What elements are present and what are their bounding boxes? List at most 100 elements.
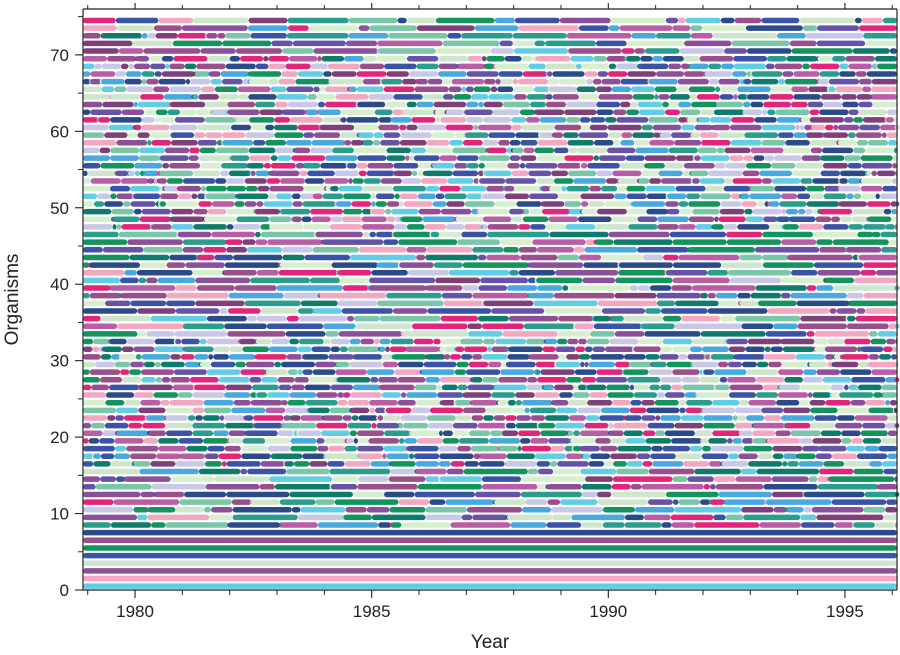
organism-segment	[286, 315, 299, 322]
organism-segment	[298, 338, 324, 345]
organism-segment	[774, 63, 803, 70]
organism-segment	[577, 216, 612, 222]
organism-segment	[464, 346, 488, 352]
organism-segment	[155, 109, 168, 115]
organism-segment	[783, 453, 798, 459]
organism-segment	[867, 140, 889, 146]
organism-segment	[219, 308, 229, 314]
organism-segment	[803, 506, 812, 513]
organism-segment	[593, 155, 600, 161]
organism-segment	[530, 224, 546, 230]
organism-segment	[211, 506, 233, 513]
organism-segment	[347, 315, 354, 322]
organism-segment	[570, 438, 596, 444]
organism-segment	[601, 254, 643, 261]
organism-segment	[93, 461, 111, 467]
organism-segment	[536, 277, 583, 284]
organism-segment	[153, 25, 182, 31]
organism-segment	[720, 86, 738, 93]
organism-segment	[110, 285, 176, 291]
organism-segment	[456, 361, 469, 368]
organism-segment	[677, 78, 709, 85]
organism-segment	[329, 468, 391, 475]
organism-segment	[374, 109, 393, 115]
organism-segment	[619, 25, 673, 31]
organism-segment	[274, 132, 304, 138]
organism-segment	[206, 33, 218, 39]
organism-segment	[694, 522, 760, 528]
organism-segment	[752, 208, 782, 215]
organism-segment	[573, 445, 581, 452]
organism-segment	[539, 132, 554, 138]
organism-segment	[580, 430, 610, 437]
organism-segment	[705, 354, 711, 360]
organism-segment	[626, 461, 643, 467]
organism-segment	[751, 71, 783, 77]
organism-segment	[672, 25, 691, 31]
organism-segment	[472, 354, 483, 360]
organism-segment	[370, 461, 391, 467]
organism-segment	[146, 277, 158, 284]
organism-row	[83, 63, 897, 70]
organism-segment	[762, 178, 772, 184]
organism-segment	[386, 147, 411, 154]
organism-segment	[627, 377, 661, 383]
organism-segment	[205, 101, 228, 108]
organism-segment	[300, 415, 324, 421]
organism-segment	[457, 384, 468, 391]
organism-segment	[501, 361, 506, 368]
organism-segment	[180, 453, 205, 459]
organism-segment	[253, 422, 283, 429]
organism-segment	[270, 224, 304, 230]
organism-segment	[604, 461, 614, 467]
organism-segment	[185, 78, 191, 85]
organism-segment	[348, 86, 357, 93]
organism-segment	[778, 384, 801, 391]
organism-segment	[358, 170, 367, 177]
organism-segment	[83, 476, 101, 482]
organism-segment	[645, 185, 676, 192]
organism-segment	[325, 185, 332, 192]
organism-segment	[439, 346, 445, 352]
organism-segment	[348, 178, 353, 184]
organism-segment	[654, 399, 679, 406]
organism-segment	[784, 377, 803, 383]
organism-segment	[347, 422, 372, 429]
organism-segment	[848, 63, 872, 70]
organism-segment	[799, 124, 805, 131]
organism-segment	[502, 101, 531, 108]
organism-segment	[213, 354, 229, 360]
organism-segment	[700, 132, 719, 138]
organism-segment	[358, 132, 374, 138]
organism-segment	[816, 40, 866, 47]
organism-segment	[107, 55, 137, 62]
organism-segment	[831, 216, 840, 222]
organism-segment	[375, 201, 387, 207]
organism-segment	[877, 63, 897, 70]
y-axis-label: Organisms	[2, 254, 23, 346]
organism-segment	[613, 109, 627, 115]
organism-segment	[452, 170, 479, 177]
organism-segment	[586, 338, 610, 345]
organism-segment	[406, 346, 440, 352]
organism-segment	[143, 247, 183, 253]
organism-segment	[133, 193, 161, 200]
organism-segment	[671, 522, 695, 528]
organism-segment	[275, 193, 292, 200]
organism-segment	[269, 346, 298, 352]
organism-segment	[713, 109, 745, 115]
organism-segment	[685, 17, 721, 24]
organism-segment	[582, 453, 591, 459]
organism-segment	[672, 499, 679, 505]
organism-segment	[408, 71, 439, 77]
organism-segment	[244, 415, 254, 421]
organism-segment	[269, 185, 304, 192]
organism-segment	[549, 231, 609, 238]
organism-segment	[700, 331, 766, 337]
axes-layer	[82, 8, 898, 591]
organism-segment	[664, 430, 695, 437]
organism-segment	[159, 201, 166, 207]
organism-segment	[461, 354, 473, 360]
organism-segment	[83, 453, 94, 459]
organism-segment	[184, 346, 214, 352]
